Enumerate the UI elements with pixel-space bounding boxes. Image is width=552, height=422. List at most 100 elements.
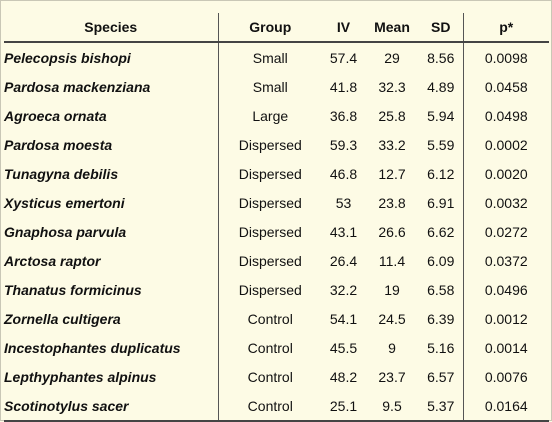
cell-iv: 41.8 <box>329 78 358 95</box>
cell-species: Lepthyphantes alpinus <box>4 368 157 385</box>
cell-species: Tunagyna debilis <box>4 165 119 182</box>
cell-group: Control <box>217 362 322 391</box>
table-row: Pardosa moesta Dispersed 59.3 33.2 5.59 0.000… <box>4 130 549 159</box>
cell-mean: 24.5 <box>378 310 406 327</box>
header-species: Species <box>4 13 218 43</box>
cell-species: Agroeca ornata <box>4 107 107 124</box>
cell-p: 0.0014 <box>462 333 549 362</box>
header-p: p* <box>462 13 549 43</box>
cell-species: Incestophantes duplicatus <box>4 339 181 356</box>
cell-group: Dispersed <box>217 246 322 275</box>
table-row: Incestophantes duplicatus Control 45.5 9 5.1… <box>4 333 549 362</box>
cell-p: 0.0164 <box>462 391 549 422</box>
cell-p: 0.0372 <box>462 246 549 275</box>
cell-species: Pardosa mackenziana <box>4 78 151 95</box>
cell-iv: 57.4 <box>329 49 358 66</box>
cell-iv: 48.2 <box>329 368 358 385</box>
cell-p: 0.0272 <box>462 217 549 246</box>
cell-p: 0.0098 <box>462 42 549 72</box>
table-row: Zornella cultigera Control 54.1 24.5 6.39 0.0… <box>4 304 549 333</box>
table-row: Scotinotylus sacer Control 25.1 9.5 5.37 0.01… <box>4 391 549 422</box>
cell-sd: 4.89 <box>427 78 455 95</box>
cell-mean: 25.8 <box>378 107 406 124</box>
cell-mean: 33.2 <box>378 136 406 153</box>
cell-p: 0.0012 <box>462 304 549 333</box>
cell-p: 0.0458 <box>462 72 549 101</box>
cell-sd: 5.37 <box>419 391 463 422</box>
cell-iv: 43.1 <box>329 223 358 240</box>
table-body: Pelecopsis bishopi Small 57.4 29 8.56 0.0098 P… <box>4 42 549 422</box>
cell-p: 0.0076 <box>462 362 549 391</box>
cell-sd: 6.58 <box>427 281 455 298</box>
cell-iv: 53 <box>335 194 352 211</box>
cell-p: 0.0496 <box>462 275 549 304</box>
cell-sd: 5.94 <box>427 107 455 124</box>
cell-mean: 9.5 <box>365 391 419 422</box>
cell-sd: 6.62 <box>427 223 455 240</box>
table-row: Pelecopsis bishopi Small 57.4 29 8.56 0.0098 <box>4 42 549 72</box>
cell-group: Dispersed <box>217 275 322 304</box>
cell-group: Dispersed <box>217 217 322 246</box>
cell-group: Small <box>217 72 322 101</box>
header-row: Species Group IV Mean SD p* <box>4 13 549 43</box>
table-row: Tunagyna debilis Dispersed 46.8 12.7 6.12 0.0… <box>4 159 549 188</box>
cell-group: Dispersed <box>217 159 322 188</box>
table-row: Gnaphosa parvula Dispersed 43.1 26.6 6.62 0.0… <box>4 217 549 246</box>
cell-species: Arctosa raptor <box>4 252 101 269</box>
cell-iv: 45.5 <box>329 339 358 356</box>
cell-iv: 54.1 <box>329 310 358 327</box>
cell-sd: 8.56 <box>427 49 455 66</box>
cell-species: Xysticus emertoni <box>4 194 125 211</box>
cell-iv: 46.8 <box>329 165 358 182</box>
cell-group: Control <box>217 391 322 422</box>
cell-species: Pardosa moesta <box>4 136 113 153</box>
header-mean: Mean <box>365 13 419 43</box>
cell-p: 0.0498 <box>462 101 549 130</box>
cell-group: Dispersed <box>217 188 322 217</box>
table-row: Agroeca ornata Large 36.8 25.8 5.94 0.0498 <box>4 101 549 130</box>
cell-sd: 6.12 <box>427 165 455 182</box>
cell-iv: 59.3 <box>329 136 358 153</box>
cell-p: 0.0032 <box>462 188 549 217</box>
cell-sd: 6.91 <box>427 194 455 211</box>
table-row: Xysticus emertoni Dispersed 53 23.8 6.91 0.00… <box>4 188 549 217</box>
cell-mean: 26.6 <box>378 223 406 240</box>
cell-mean: 12.7 <box>378 165 406 182</box>
cell-group: Small <box>217 42 322 72</box>
cell-p: 0.0002 <box>462 130 549 159</box>
cell-species: Scotinotylus sacer <box>4 391 218 422</box>
cell-sd: 6.57 <box>427 368 455 385</box>
header-iv: IV <box>322 13 365 43</box>
cell-iv: 25.1 <box>322 391 365 422</box>
table-row: Thanatus formicinus Dispersed 32.2 19 6.58 0.… <box>4 275 549 304</box>
cell-mean: 29 <box>384 49 400 66</box>
cell-group: Control <box>217 304 322 333</box>
cell-group: Control <box>217 333 322 362</box>
header-sd: SD <box>419 13 463 43</box>
cell-sd: 5.59 <box>427 136 455 153</box>
indicator-species-table: Species Group IV Mean SD p* Pelecopsis b… <box>4 13 549 422</box>
cell-sd: 5.16 <box>427 339 455 356</box>
cell-mean: 23.7 <box>378 368 406 385</box>
table-row: Lepthyphantes alpinus Control 48.2 23.7 6.57… <box>4 362 549 391</box>
cell-iv: 32.2 <box>329 281 358 298</box>
cell-species: Gnaphosa parvula <box>4 223 127 240</box>
cell-p: 0.0020 <box>462 159 549 188</box>
cell-mean: 23.8 <box>378 194 406 211</box>
cell-iv: 26.4 <box>329 252 358 269</box>
cell-mean: 9 <box>388 339 396 356</box>
cell-mean: 11.4 <box>378 252 406 269</box>
cell-species: Pelecopsis bishopi <box>4 49 131 66</box>
cell-species: Zornella cultigera <box>4 310 121 327</box>
cell-iv: 36.8 <box>329 107 358 124</box>
cell-group: Large <box>217 101 322 130</box>
table-row: Pardosa mackenziana Small 41.8 32.3 4.89 0.04… <box>4 72 549 101</box>
table-row: Arctosa raptor Dispersed 26.4 11.4 6.09 0.037… <box>4 246 549 275</box>
cell-sd: 6.09 <box>427 252 455 269</box>
header-group: Group <box>217 13 322 43</box>
cell-mean: 19 <box>384 281 400 298</box>
cell-sd: 6.39 <box>427 310 455 327</box>
cell-species: Thanatus formicinus <box>4 281 142 298</box>
cell-mean: 32.3 <box>378 78 406 95</box>
